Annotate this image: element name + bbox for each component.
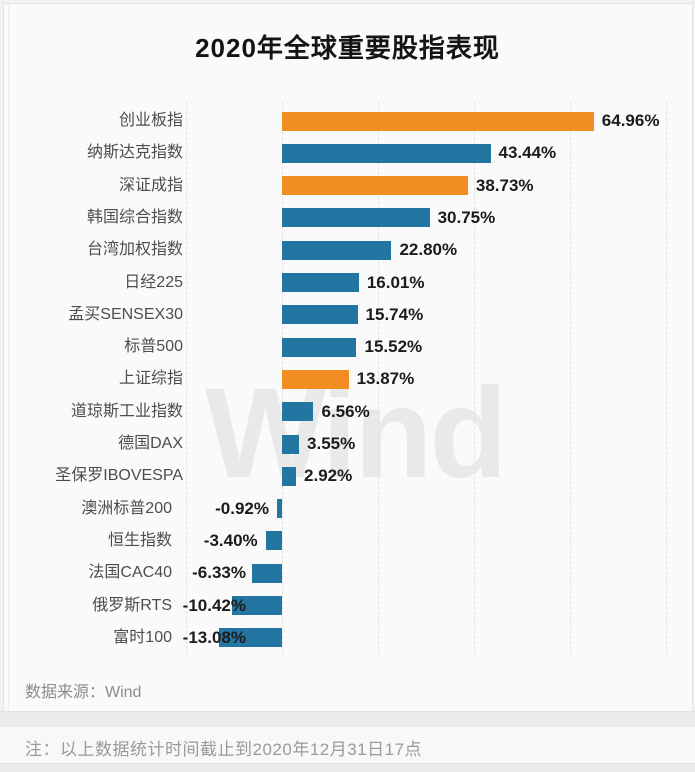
- bar: [265, 531, 282, 551]
- category-label: 法国CAC40: [88, 564, 172, 582]
- gridline: [474, 102, 475, 654]
- value-label: 13.87%: [356, 369, 415, 389]
- bar: [282, 337, 357, 357]
- chart-title: 2020年全球重要股指表现: [195, 33, 500, 63]
- category-label: 恒生指数: [107, 531, 172, 549]
- value-label: 2.92%: [304, 466, 353, 486]
- bar: [282, 369, 349, 389]
- value-label: 64.96%: [601, 111, 660, 130]
- bar: [231, 596, 282, 615]
- category-label: 孟买SENSEX30: [68, 305, 183, 323]
- category-label: 韩国综合指数: [86, 208, 183, 226]
- category-label: 圣保罗IBOVESPA: [55, 467, 183, 485]
- value-label: -6.33%: [192, 563, 246, 583]
- value-label: -0.92%: [215, 498, 269, 518]
- category-label: 俄罗斯RTS: [92, 596, 172, 614]
- category-label: 上证综指: [118, 370, 183, 388]
- data-source-label: 数据来源：Wind: [25, 684, 142, 701]
- bottom-band: [0, 763, 695, 772]
- gridline: [666, 102, 667, 654]
- value-label: 16.01%: [366, 272, 425, 292]
- value-label: 30.75%: [437, 207, 496, 227]
- bar: [282, 240, 392, 260]
- value-label: 38.73%: [475, 175, 534, 195]
- value-label: 22.80%: [399, 240, 458, 260]
- value-label: -3.40%: [203, 530, 258, 550]
- bar: [282, 305, 358, 325]
- category-label: 富时100: [113, 628, 172, 646]
- bar: [282, 434, 300, 454]
- value-label: -13.08%: [182, 627, 246, 647]
- category-label: 台湾加权指数: [86, 241, 183, 259]
- value-label: 15.52%: [364, 337, 423, 357]
- bar: [282, 143, 491, 163]
- note-strip: [0, 727, 695, 763]
- bar: [282, 402, 314, 422]
- value-label: 43.44%: [498, 143, 557, 163]
- bar: [282, 176, 468, 196]
- bar: [277, 499, 282, 519]
- value-label: 6.56%: [321, 401, 370, 421]
- category-label: 创业板指: [118, 112, 183, 129]
- category-label: 日经225: [124, 273, 183, 291]
- gridline: [378, 102, 379, 654]
- value-label: 3.55%: [307, 434, 356, 453]
- bar: [282, 111, 594, 131]
- bar: [219, 628, 282, 648]
- bar: [251, 563, 282, 583]
- gridline: [570, 102, 571, 654]
- value-label: 15.74%: [365, 304, 424, 324]
- bar: [282, 273, 359, 292]
- bar-chart: Wind 创业板指 64.96% 纳斯达克指数 43.44% 深证成指 38.73% 韩国综…: [0, 100, 695, 656]
- category-label: 德国DAX: [118, 435, 183, 452]
- bar: [282, 208, 430, 228]
- category-label: 道琼斯工业指数: [70, 402, 183, 420]
- category-label: 澳洲标普200: [81, 499, 172, 517]
- wind-watermark: Wind: [205, 362, 508, 505]
- footnote: 注：以上数据统计时间截止到2020年12月31日17点: [25, 740, 423, 759]
- frame-line: [8, 4, 9, 768]
- category-label: 纳斯达克指数: [86, 144, 183, 162]
- category-label: 标普500: [124, 338, 183, 356]
- category-label: 深证成指: [118, 176, 183, 194]
- gridline: [186, 102, 187, 654]
- value-label: -10.42%: [182, 595, 246, 615]
- bar: [282, 466, 297, 486]
